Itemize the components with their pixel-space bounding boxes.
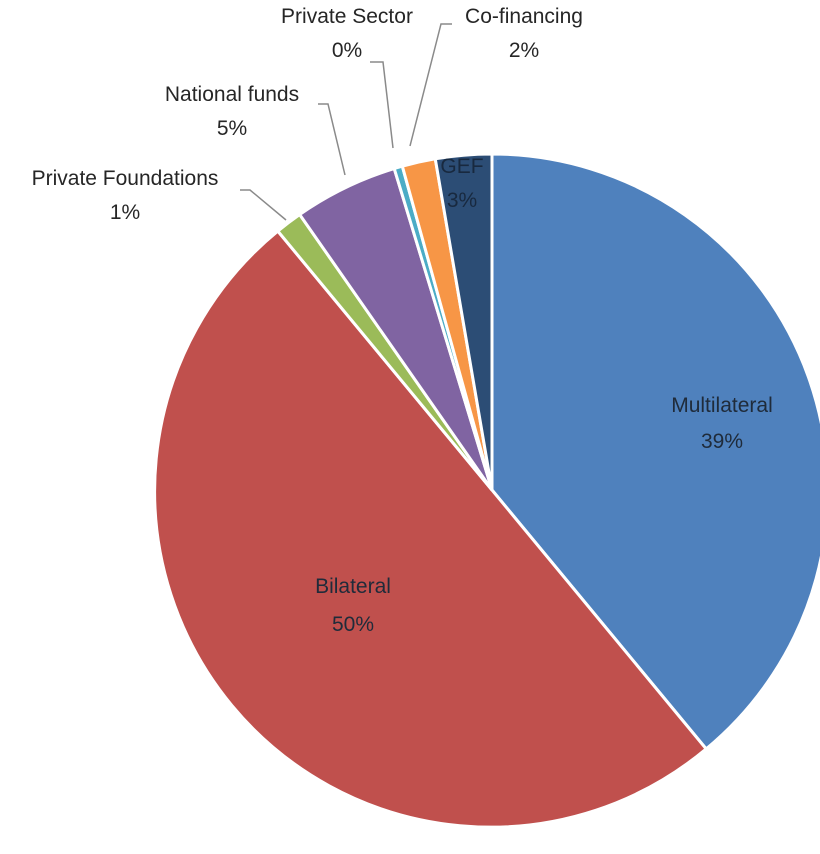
label-bilateral: Bilateral 50% [315, 575, 391, 636]
leader-line-national-funds [318, 103, 346, 176]
slice-name-co-financing: Co-financing [465, 5, 583, 28]
slice-percent-national-funds: 5% [217, 117, 247, 140]
slice-bilateral [153, 229, 709, 829]
slice-percent-bilateral: 50% [332, 613, 374, 636]
slice-percent-private-foundations: 1% [110, 201, 140, 224]
leader-line-co-financing [409, 23, 452, 147]
slice-percent-co-financing: 2% [509, 39, 539, 62]
slice-name-gef: GEF [440, 155, 483, 178]
slice-percent-private-sector: 0% [332, 39, 362, 62]
leader-line-private-sector [370, 61, 394, 149]
slice-multilateral [490, 152, 820, 752]
slice-name-private-sector: Private Sector [281, 5, 413, 28]
slice-name-national-funds: National funds [165, 83, 299, 106]
slices-layer [153, 152, 820, 829]
slice-percent-gef: 3% [447, 189, 477, 212]
slice-percent-multilateral: 39% [701, 430, 743, 453]
labels-layer: Multilateral 39% Bilateral 50% Private Found… [32, 5, 773, 636]
label-private-foundations: Private Foundations 1% [32, 167, 219, 224]
label-co-financing: Co-financing 2% [465, 5, 583, 62]
label-private-sector: Private Sector 0% [281, 5, 413, 62]
slice-gef [433, 152, 494, 491]
leader-line-private-foundations [240, 189, 287, 221]
label-national-funds: National funds 5% [165, 83, 299, 140]
slice-name-bilateral: Bilateral [315, 575, 391, 598]
slice-name-multilateral: Multilateral [671, 394, 773, 417]
slice-name-private-foundations: Private Foundations [32, 167, 219, 190]
label-multilateral: Multilateral 39% [671, 394, 773, 453]
label-gef: GEF 3% [440, 155, 483, 212]
leader-lines-layer [240, 23, 452, 221]
